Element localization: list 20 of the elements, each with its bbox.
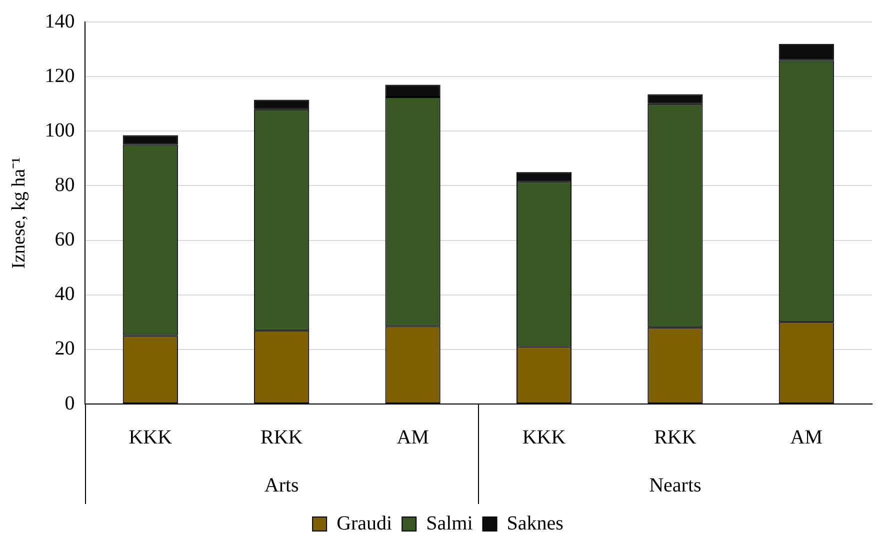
y-tick-label: 140 bbox=[44, 10, 75, 32]
y-tick-label: 80 bbox=[54, 174, 75, 196]
y-tick-label: 40 bbox=[54, 283, 75, 306]
text: Arts bbox=[264, 474, 300, 496]
x-tick-label: AM bbox=[396, 426, 430, 448]
legend-label: Salmi bbox=[426, 512, 474, 534]
y-tick-label: 120 bbox=[44, 64, 75, 87]
x-tick-label: RKK bbox=[260, 426, 304, 448]
y-axis-title: Iznese, kg ha⁻¹ bbox=[8, 157, 30, 269]
x-tick-label: KKK bbox=[128, 426, 173, 448]
text: Nearts bbox=[649, 474, 702, 496]
legend-label: Saknes bbox=[506, 512, 564, 534]
x-tick-label: KKK bbox=[522, 426, 566, 448]
x-tick-label: AM bbox=[790, 426, 823, 448]
y-tick-label: 60 bbox=[54, 228, 75, 251]
y-tick-label: 100 bbox=[44, 119, 75, 142]
y-tick-label: 20 bbox=[54, 338, 75, 360]
legend-label: Graudi bbox=[336, 512, 393, 534]
y-tick-label: 0 bbox=[64, 392, 75, 414]
x-tick-label: RKK bbox=[654, 426, 697, 448]
